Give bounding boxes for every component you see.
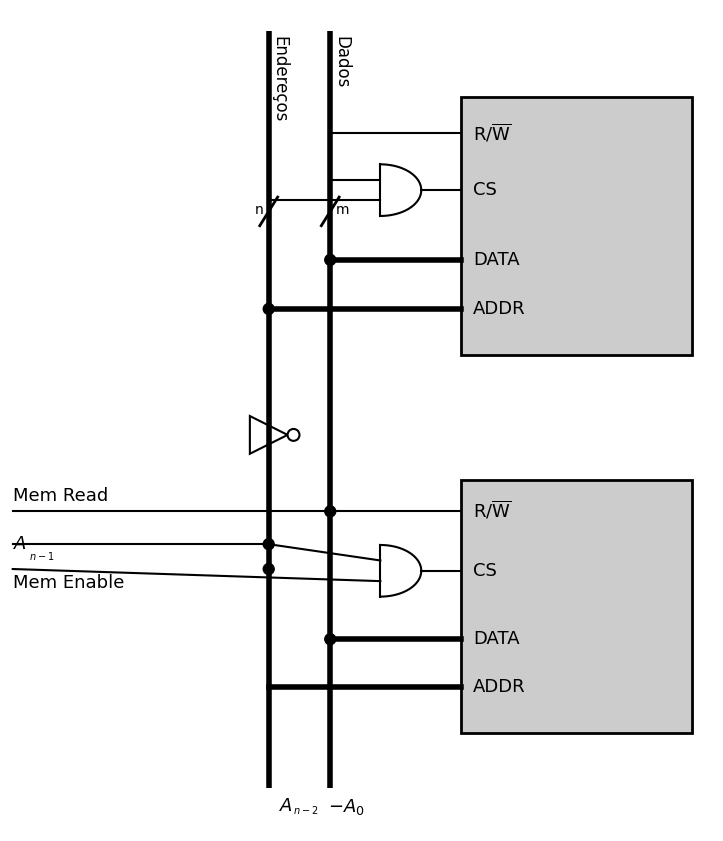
Circle shape: [325, 255, 335, 265]
Text: $_{n-1}$: $_{n-1}$: [29, 549, 54, 563]
Text: n: n: [254, 203, 263, 217]
Text: m: m: [335, 203, 349, 217]
Text: DATA: DATA: [473, 251, 520, 269]
Circle shape: [325, 634, 335, 645]
Circle shape: [263, 304, 274, 315]
Polygon shape: [461, 98, 693, 356]
Text: DATA: DATA: [473, 630, 520, 648]
Text: $A$: $A$: [13, 535, 27, 553]
Text: Mem Read: Mem Read: [13, 488, 108, 505]
Text: ADDR: ADDR: [473, 679, 526, 696]
Text: Endereços: Endereços: [270, 35, 288, 122]
Text: Mem Enable: Mem Enable: [13, 574, 124, 592]
Text: $A$: $A$: [278, 797, 293, 816]
Text: R/$\overline{\mathsf{W}}$: R/$\overline{\mathsf{W}}$: [473, 122, 511, 145]
Text: $_{n-2}$: $_{n-2}$: [293, 803, 318, 817]
Circle shape: [325, 506, 335, 517]
Circle shape: [263, 563, 274, 574]
Text: CS: CS: [473, 562, 497, 579]
Text: Dados: Dados: [333, 35, 350, 88]
Text: CS: CS: [473, 181, 497, 199]
Text: R/$\overline{\mathsf{W}}$: R/$\overline{\mathsf{W}}$: [473, 499, 511, 521]
Text: ADDR: ADDR: [473, 300, 526, 318]
Text: $-A_{0}$: $-A_{0}$: [328, 797, 365, 817]
Polygon shape: [461, 479, 693, 733]
Circle shape: [263, 539, 274, 550]
